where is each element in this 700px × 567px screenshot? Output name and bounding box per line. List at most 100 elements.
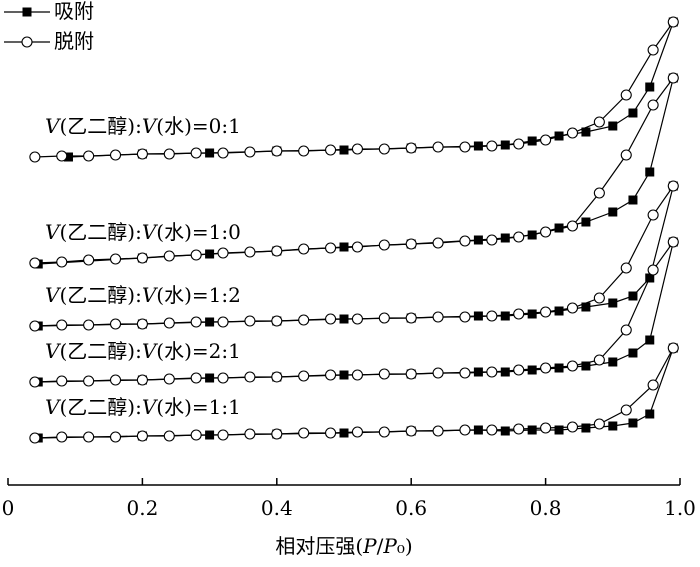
adsorption-marker — [500, 311, 510, 321]
adsorption-marker — [554, 306, 564, 316]
adsorption-marker — [608, 298, 618, 308]
desorption-marker — [325, 369, 337, 381]
adsorption-marker — [473, 367, 483, 377]
desorption-marker — [647, 379, 659, 391]
desorption-marker — [298, 145, 310, 157]
adsorption-marker — [628, 195, 638, 205]
desorption-marker — [244, 315, 256, 327]
adsorption-marker — [645, 273, 655, 283]
adsorption-marker — [339, 428, 349, 438]
desorption-marker — [513, 138, 525, 150]
adsorption-marker — [63, 152, 73, 162]
desorption-marker — [486, 366, 498, 378]
desorption-marker — [432, 311, 444, 323]
desorption-marker — [667, 16, 679, 28]
adsorption-marker — [339, 145, 349, 155]
adsorption-marker — [581, 361, 591, 371]
desorption-marker — [459, 235, 471, 247]
adsorption-marker — [339, 314, 349, 324]
desorption-marker — [486, 140, 498, 152]
adsorption-marker — [645, 335, 655, 345]
desorption-marker — [56, 431, 68, 443]
desorption-marker — [620, 262, 632, 274]
adsorption-marker — [608, 121, 618, 131]
adsorption-marker — [554, 425, 564, 435]
desorption-marker — [620, 324, 632, 336]
desorption-marker — [109, 318, 122, 330]
desorption-marker — [459, 367, 471, 379]
desorption-marker — [298, 370, 310, 382]
adsorption-marker — [527, 136, 537, 146]
desorption-marker — [513, 423, 525, 435]
desorption-marker — [136, 374, 148, 386]
desorption-marker — [109, 253, 122, 265]
desorption-marker — [56, 319, 68, 331]
desorption-marker — [378, 143, 390, 155]
desorption-marker — [298, 243, 310, 255]
desorption-marker — [56, 256, 68, 268]
desorption-marker — [83, 254, 95, 266]
desorption-marker — [136, 148, 148, 160]
desorption-marker — [486, 424, 498, 436]
desorption-marker — [566, 302, 579, 314]
desorption-marker — [405, 238, 417, 250]
adsorption-marker — [500, 140, 510, 150]
desorption-marker — [29, 257, 41, 269]
adsorption-marker — [608, 357, 618, 367]
adsorption-marker — [527, 365, 537, 375]
desorption-marker — [513, 364, 525, 376]
adsorption-marker — [527, 230, 537, 240]
adsorption-marker — [205, 430, 215, 440]
desorption-marker — [298, 427, 310, 439]
desorption-marker — [190, 147, 202, 159]
curve-label: V(乙二醇):V(水)=0:1 — [45, 114, 241, 138]
desorption-marker — [378, 368, 390, 380]
desorption-marker — [163, 373, 175, 385]
desorption-marker — [190, 372, 202, 384]
adsorption-marker — [339, 242, 349, 252]
desorption-marker — [432, 425, 444, 437]
legend-label: 脱附 — [54, 29, 94, 53]
desorption-marker — [217, 429, 229, 441]
legend-marker — [22, 7, 32, 17]
desorption-marker — [486, 234, 498, 246]
desorption-marker — [593, 418, 605, 430]
desorption-marker — [83, 375, 95, 387]
desorption-marker — [647, 264, 659, 276]
desorption-marker — [432, 141, 444, 153]
curve-label: V(乙二醇):V(水)=2:1 — [45, 339, 241, 363]
desorption-marker — [667, 180, 679, 192]
desorption-marker — [540, 362, 552, 374]
desorption-marker — [325, 427, 337, 439]
desorption-marker — [217, 247, 229, 259]
desorption-marker — [136, 430, 148, 442]
adsorption-marker — [473, 141, 483, 151]
legend-label: 吸附 — [54, 0, 94, 23]
desorption-marker — [29, 320, 41, 332]
adsorption-marker — [473, 311, 483, 321]
desorption-marker — [163, 250, 175, 262]
desorption-marker — [351, 369, 363, 381]
desorption-marker — [647, 44, 659, 56]
desorption-marker — [351, 426, 363, 438]
desorption-marker — [29, 432, 41, 444]
adsorption-marker — [554, 131, 564, 141]
desorption-marker — [325, 144, 337, 156]
adsorption-marker — [628, 291, 638, 301]
adsorption-marker — [500, 233, 510, 243]
adsorption-marker — [473, 235, 483, 245]
desorption-marker — [351, 313, 363, 325]
desorption-marker — [109, 374, 122, 386]
desorption-marker — [244, 246, 256, 258]
desorption-marker — [513, 231, 525, 243]
desorption-marker — [217, 372, 229, 384]
desorption-marker — [298, 314, 310, 326]
desorption-marker — [351, 241, 363, 253]
adsorption-marker — [527, 425, 537, 435]
desorption-marker — [620, 149, 632, 161]
desorption-marker — [83, 431, 95, 443]
adsorption-marker — [645, 409, 655, 419]
adsorption-marker — [628, 108, 638, 118]
x-tick-label: 1.0 — [664, 496, 696, 520]
